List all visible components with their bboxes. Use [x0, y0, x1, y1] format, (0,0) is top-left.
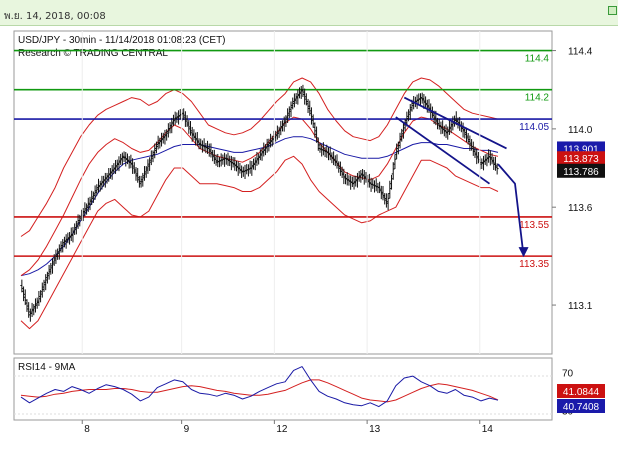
channel-lower-line	[395, 116, 491, 185]
rsi-tag-box	[557, 384, 605, 398]
chart-title: USD/JPY - 30min - 11/14/2018 01:08:23 (C…	[18, 35, 226, 46]
level-label: 114.05	[519, 122, 549, 133]
rsi-tag-label: 41.0844	[563, 387, 600, 398]
y-tick-label: 114.0	[568, 125, 593, 136]
y-tick-label: 113.6	[568, 203, 593, 214]
chart-toolbar: พ.ย. 14, 2018, 00:08	[0, 0, 618, 26]
level-label: 113.35	[519, 259, 549, 270]
main-panel-frame	[13, 30, 553, 355]
rsi-tag-label: 40.7408	[563, 402, 600, 413]
x-tick-label: 12	[276, 424, 288, 435]
price-tag-box	[557, 151, 605, 166]
price-tag-label: 113.901	[563, 144, 599, 155]
forecast-arrow-head	[518, 247, 529, 258]
rsi-line	[20, 366, 499, 408]
forecast-arrow-line	[497, 163, 525, 257]
close-icon[interactable]	[608, 6, 617, 15]
level-label: 113.55	[519, 220, 549, 231]
bollinger-lower-line	[20, 155, 499, 330]
x-tick-label: 9	[184, 424, 190, 435]
bollinger-upper-line	[20, 77, 499, 237]
price-tag-box	[557, 163, 605, 178]
x-tick-label: 13	[369, 424, 381, 435]
rsi-tick-label: 70	[562, 368, 574, 379]
rsi-title: RSI14 - 9MA	[18, 362, 76, 373]
rsi-tag-box	[557, 399, 605, 413]
price-tag-label: 113.786	[563, 167, 599, 178]
x-tick-label: 8	[84, 424, 90, 435]
level-label: 114.2	[525, 93, 550, 104]
level-label: 114.4	[525, 54, 550, 65]
y-tick-label: 114.4	[568, 47, 593, 58]
channel-upper-line	[403, 96, 507, 150]
chart-subtitle: Research © TRADING CENTRAL	[18, 48, 168, 59]
x-tick-label: 14	[482, 424, 494, 435]
rsi-ma-line	[20, 379, 499, 403]
y-tick-label: 113.1	[568, 301, 593, 312]
price-tag-label: 113.873	[563, 154, 599, 165]
timestamp: พ.ย. 14, 2018, 00:08	[4, 11, 106, 22]
